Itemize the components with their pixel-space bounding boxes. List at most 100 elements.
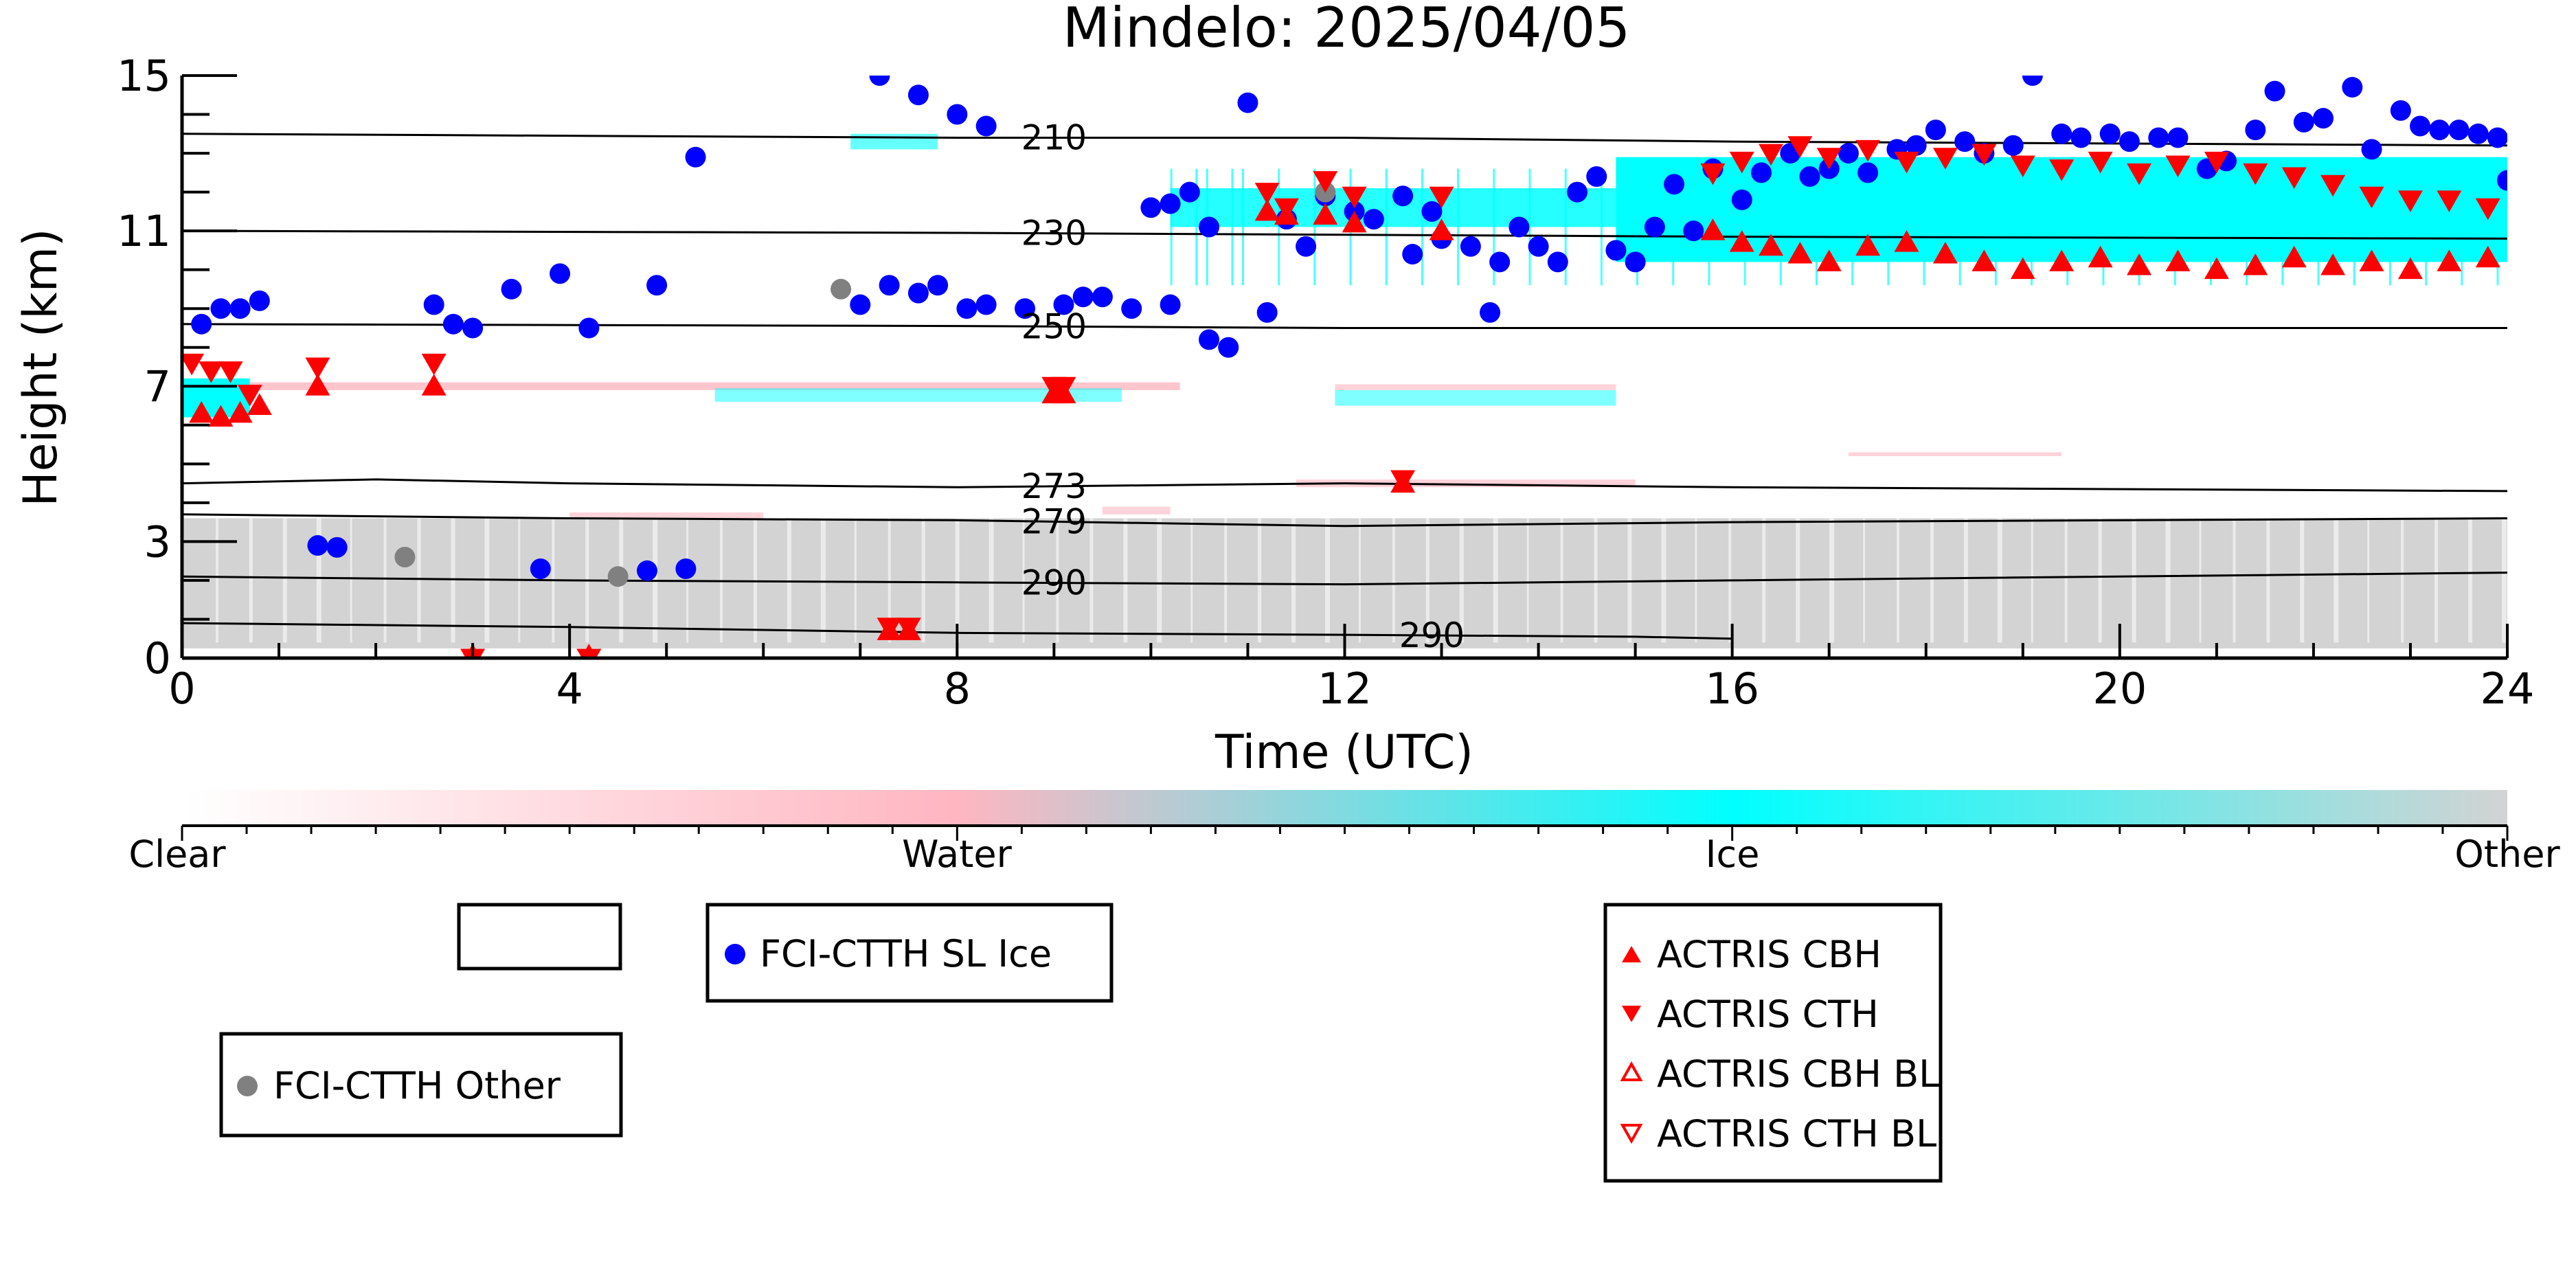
bg-other-streak [2233, 518, 2236, 643]
data-point-fci-ctth-sl-ice [927, 275, 949, 296]
data-point-actris-cth [1390, 470, 1416, 492]
temperature-contour-line [182, 323, 2507, 329]
data-point-actris-cth [2010, 155, 2035, 178]
bg-other-streak [2132, 518, 2136, 643]
bg-ice-streak [2031, 168, 2033, 286]
data-point-fci-ctth-sl-ice [2535, 162, 2556, 183]
bg-other-streak [1963, 518, 1968, 643]
bg-other-streak [1930, 518, 1934, 643]
plot-area [182, 76, 2556, 658]
data-point-fci-ctth-sl-ice [1664, 174, 1685, 195]
data-point-actris-cbh [1894, 230, 1919, 252]
data-point-actris-cth [2165, 155, 2191, 178]
bg-other-streak [1056, 518, 1059, 643]
bg-other-streak [2165, 518, 2171, 643]
x-tick-label: 16 [1705, 664, 1759, 714]
data-point-actris-cbh [1342, 210, 1367, 233]
bg-ice-streak [1493, 168, 1495, 286]
data-point-fci-ctth-sl-ice [2410, 115, 2431, 137]
bg-other-streak [1291, 518, 1296, 643]
legend-label-actris-cbh-bl: ACTRIS CBH BL [1657, 1052, 1939, 1096]
colorbar-label-clear: Clear [128, 833, 226, 876]
bg-ice-streak [2353, 168, 2355, 286]
bg-other-streak [2199, 518, 2202, 643]
data-point-actris-cbh [1787, 242, 1813, 264]
data-point-fci-ctth-sl-ice [2390, 100, 2411, 121]
data-point-actris-cth [2243, 163, 2268, 185]
data-point-actris-cbh [1932, 242, 1958, 264]
bg-other-streak [1560, 518, 1563, 643]
temperature-contour-line [182, 622, 1732, 640]
bg-ice-streak [2496, 168, 2499, 286]
bg-other-streak [2300, 518, 2305, 643]
bg-water-high [1848, 452, 2062, 457]
data-point-fci-ctth-sl-ice [1799, 166, 1820, 187]
x-tick-label: 0 [168, 664, 195, 714]
data-point-fci-ctth-sl-ice [2245, 120, 2266, 141]
data-point-fci-ctth-sl-ice [423, 294, 444, 315]
bg-other-streak [316, 518, 321, 643]
data-point-actris-cth [1759, 144, 1784, 166]
bg-ice-streak [2173, 168, 2176, 286]
colorbar-label-other: Other [2454, 833, 2560, 876]
temperature-contour-line [182, 229, 2507, 240]
bg-ice-streak [1994, 168, 1997, 286]
bg-other-streak [383, 518, 387, 643]
data-point-fci-ctth-sl-ice [2516, 135, 2537, 156]
data-point-fci-ctth-sl-ice [2487, 127, 2507, 148]
data-point-actris-cth [1700, 163, 1726, 185]
bg-ice-streak [1231, 168, 1234, 286]
bg-ice-streak [2317, 168, 2320, 286]
data-point-fci-ctth-sl-ice [1072, 286, 1094, 308]
bg-ice-mid2 [1335, 389, 1616, 406]
data-point-fci-ctth-sl-ice [1121, 298, 1142, 319]
data-point-fci-ctth-sl-ice [2361, 139, 2382, 160]
bg-other-streak [1594, 518, 1598, 643]
data-point-actris-cbh [1816, 249, 1842, 271]
bg-ice-streak [2210, 168, 2213, 286]
data-point-fci-ctth-sl-ice [1605, 240, 1627, 261]
data-point-fci-ctth-sl-ice [1296, 236, 1317, 257]
bg-ice-streak [1636, 168, 1639, 286]
temperature-contour-line [182, 572, 2507, 586]
data-point-fci-ctth-sl-ice [2313, 108, 2334, 129]
data-point-fci-ctth-sl-ice [1392, 185, 1414, 207]
bg-other-streak [249, 518, 253, 643]
data-point-fci-ctth-sl-ice [1092, 286, 1113, 308]
data-point-fci-ctth-sl-ice [2022, 76, 2043, 86]
data-point-actris-cbh [2165, 249, 2191, 271]
temperature-contour-label: 210 [1021, 117, 1087, 157]
bg-water-mid2 [1335, 384, 1616, 390]
data-point-actris-cth [2359, 186, 2384, 209]
data-point-actris-cth [1787, 136, 1813, 158]
data-point-fci-ctth-sl-ice [1460, 236, 1481, 257]
bg-ice-high-b [850, 133, 938, 150]
data-point-fci-ctth-sl-ice [229, 298, 251, 319]
colorbar-gradient [182, 790, 2507, 824]
data-point-fci-ctth-sl-ice [550, 263, 571, 284]
legend-empty-box [457, 903, 622, 971]
data-point-fci-ctth-sl-ice [1925, 120, 1946, 141]
bg-ice-streak [2281, 168, 2284, 286]
chart-title: Mindelo: 2025/04/05 [1063, 0, 1631, 60]
temperature-contour-label: 250 [1021, 306, 1087, 346]
bg-other-streak [2098, 518, 2102, 643]
bg-ice-streak [1170, 168, 1173, 286]
legend-label-fci-other: FCI-CTTH Other [273, 1064, 561, 1107]
bg-other-streak [2401, 518, 2404, 643]
data-point-fci-ctth-sl-ice [1489, 251, 1511, 273]
data-point-fci-ctth-sl-ice [1015, 298, 1036, 319]
legend-actris: ACTRIS CBH ACTRIS CTH ACTRIS CBH BL ACTR… [1603, 903, 1943, 1183]
bg-other-streak [282, 518, 287, 643]
data-point-actris-cth [576, 648, 602, 658]
y-tick-label: 7 [144, 361, 171, 411]
bg-water-273 [1296, 479, 1636, 488]
data-point-fci-ctth-sl-ice [1731, 189, 1752, 210]
bg-ice-streak [1600, 168, 1603, 286]
x-tick-label: 12 [1318, 664, 1372, 714]
bg-other-streak [2031, 518, 2033, 643]
bg-other-streak [787, 518, 791, 643]
data-point-actris-cth [2437, 190, 2462, 212]
legend-marker-fci-ice [725, 944, 745, 964]
